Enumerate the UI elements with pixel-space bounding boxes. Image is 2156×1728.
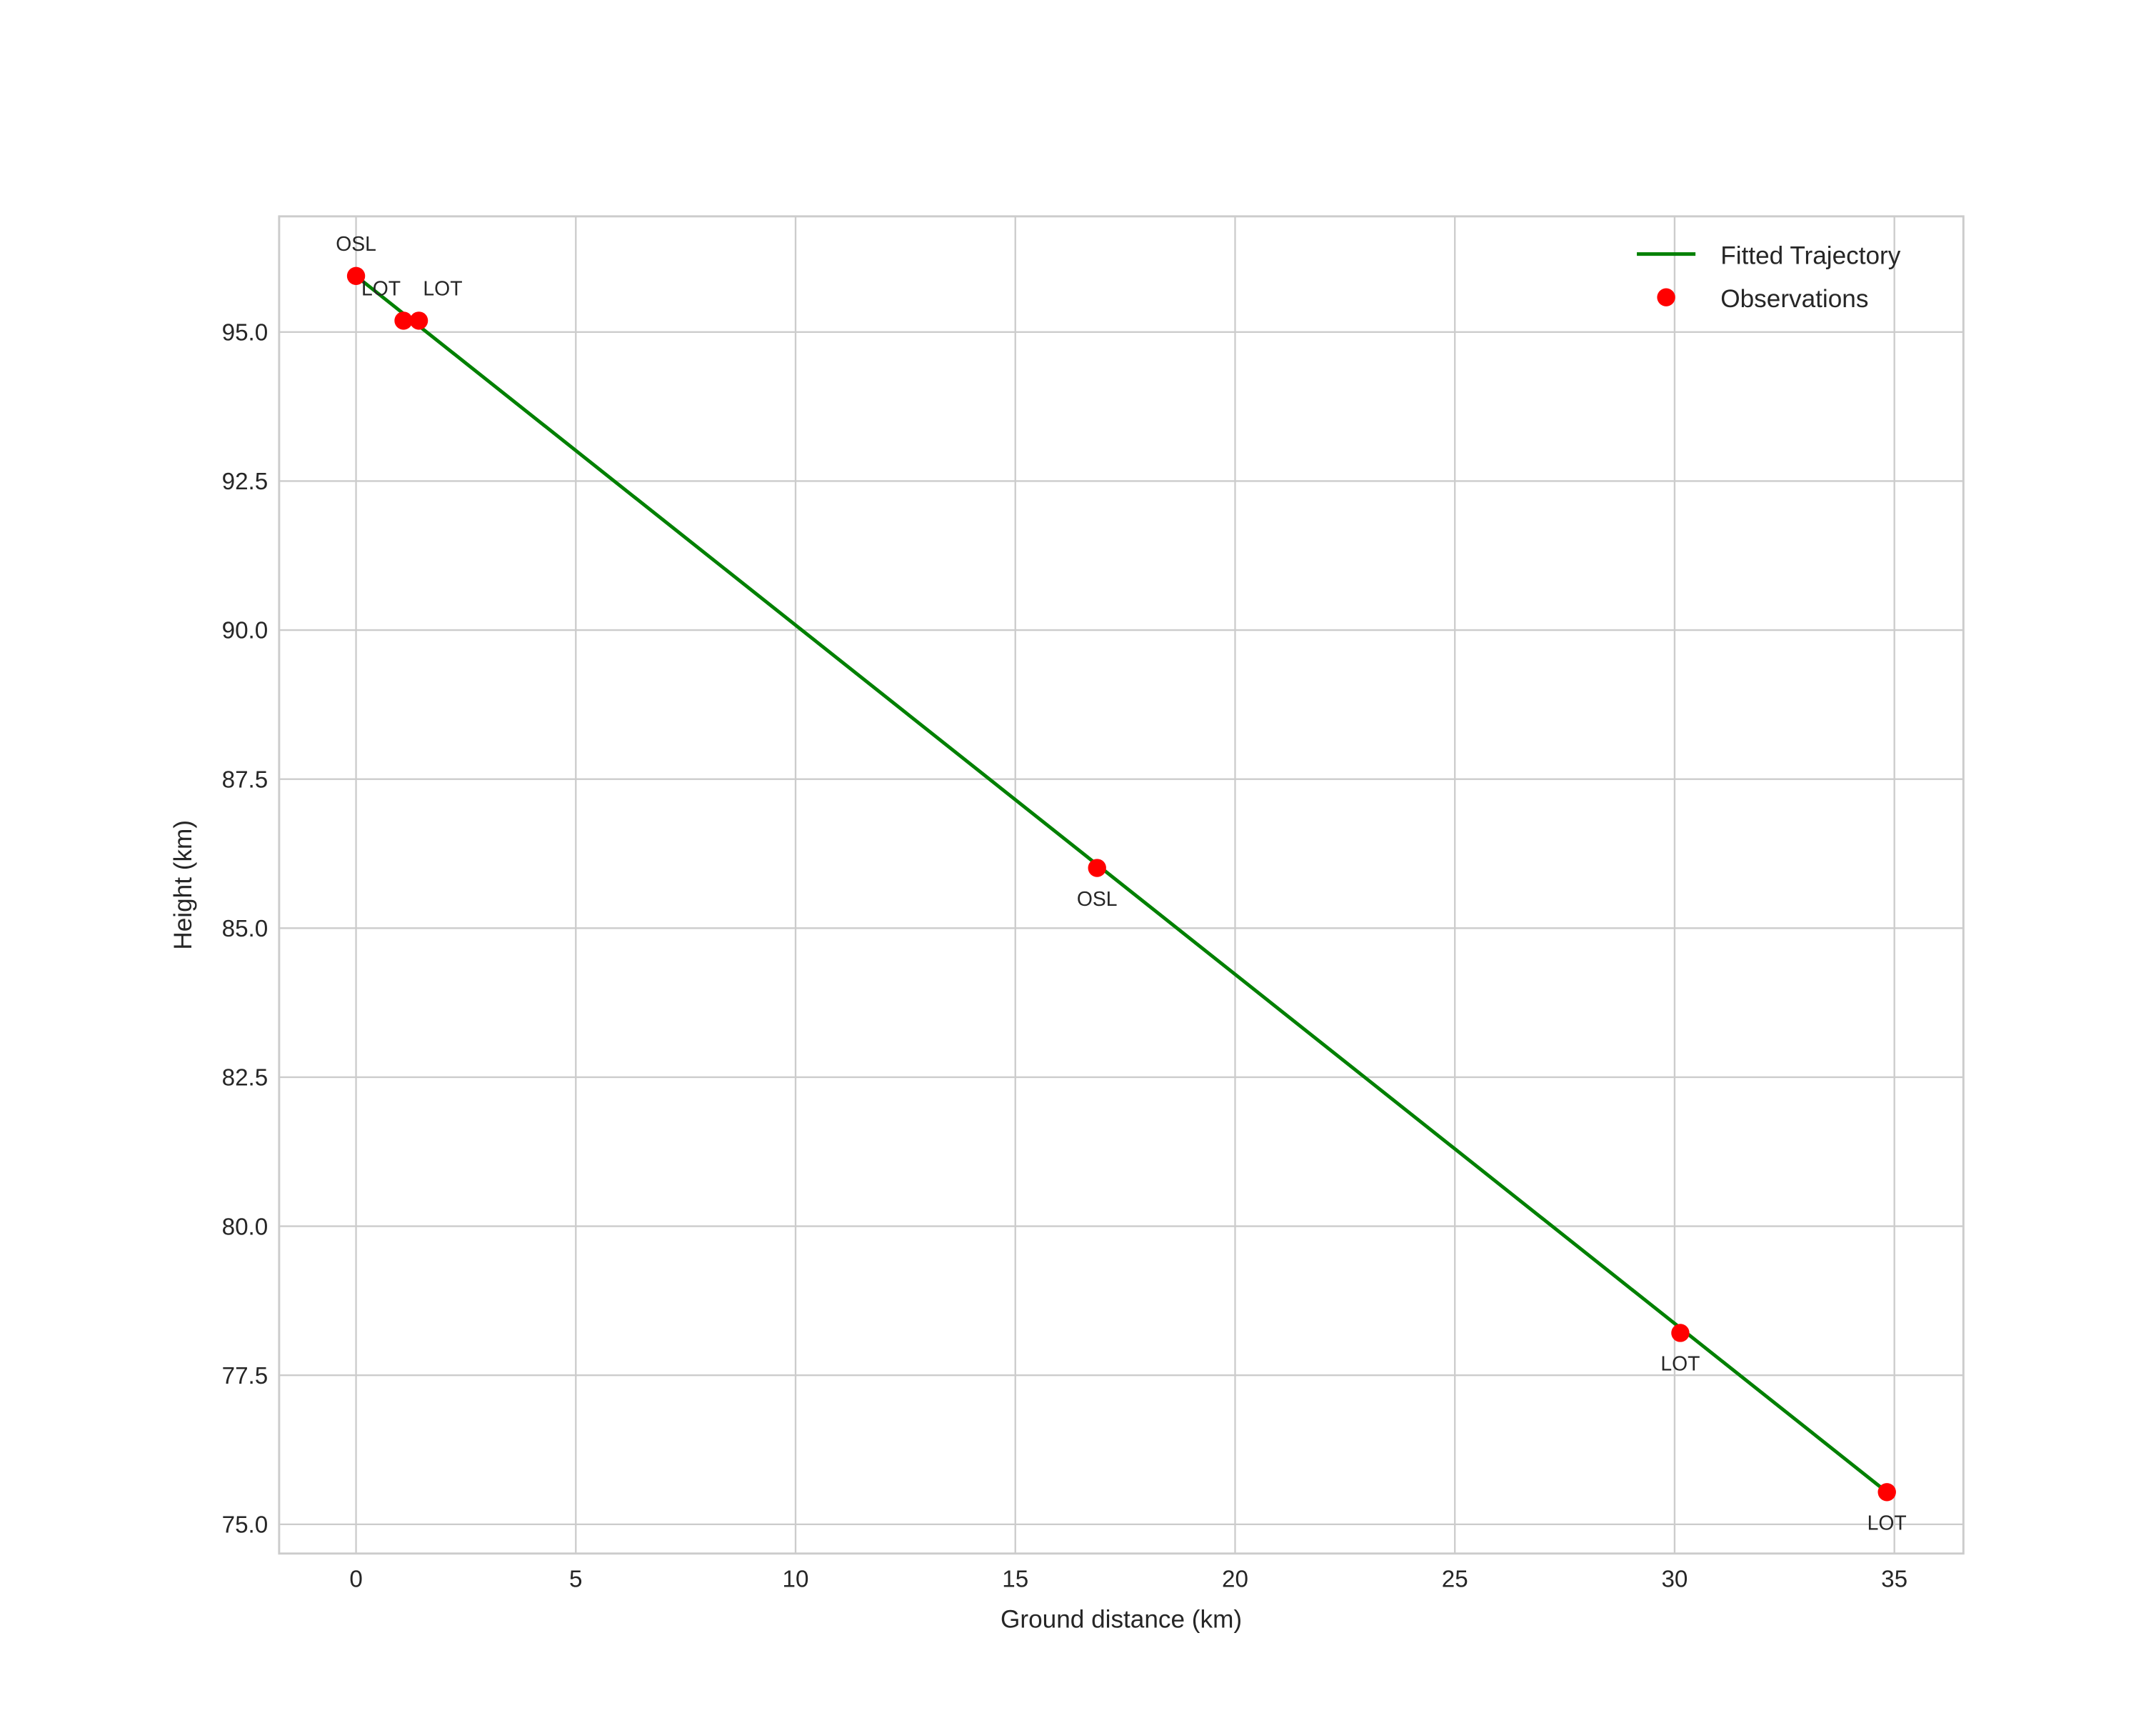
- legend-label-observations: Observations: [1720, 285, 1868, 313]
- x-tick-label: 10: [783, 1567, 809, 1593]
- observation-station-label: LOT: [423, 278, 462, 301]
- legend-label-fitted-trajectory: Fitted Trajectory: [1720, 241, 1900, 269]
- observation-point: [394, 311, 413, 330]
- y-tick-label: 77.5: [222, 1363, 269, 1389]
- observation-station-label: LOT: [361, 278, 401, 301]
- y-tick-label: 80.0: [222, 1214, 269, 1240]
- axes-frame: [278, 215, 1965, 1555]
- x-axis-label: Ground distance (km): [1001, 1605, 1242, 1633]
- x-tick-label: 30: [1661, 1567, 1688, 1593]
- y-tick-label: 82.5: [222, 1065, 269, 1092]
- y-tick-label: 85.0: [222, 916, 269, 942]
- observation-station-label: OSL: [336, 233, 376, 256]
- fitted-trajectory-line: [355, 274, 1888, 1494]
- y-tick-label: 87.5: [222, 766, 269, 793]
- series-layer: OSL LOT LOT OSL LOT LOT: [336, 233, 1907, 1534]
- x-tick-label: 15: [1002, 1567, 1028, 1593]
- tick-labels: 0 5 10 15 20 25 30 35 75.0 77.5 80.0 82.5 85.0 87.5 90…: [222, 319, 1908, 1592]
- legend-marker-swatch: [1657, 288, 1675, 306]
- y-axis-label: Height (km): [169, 820, 197, 950]
- observation-station-label: LOT: [1660, 1353, 1700, 1376]
- y-tick-label: 92.5: [222, 469, 269, 495]
- observation-station-label: OSL: [1077, 888, 1118, 911]
- observation-point: [1671, 1324, 1690, 1342]
- y-tick-label: 95.0: [222, 319, 269, 346]
- x-tick-label: 35: [1881, 1567, 1907, 1593]
- grid: [279, 216, 1964, 1554]
- observation-station-label: LOT: [1867, 1512, 1907, 1535]
- x-tick-label: 0: [349, 1567, 362, 1593]
- observation-point: [346, 266, 366, 286]
- observation-point: [1088, 859, 1106, 877]
- observation-point: [409, 311, 428, 330]
- y-tick-label: 75.0: [222, 1512, 269, 1539]
- observation-point: [1877, 1483, 1896, 1502]
- x-tick-label: 25: [1442, 1567, 1468, 1593]
- y-tick-label: 90.0: [222, 618, 269, 644]
- x-tick-label: 20: [1222, 1567, 1248, 1593]
- x-tick-label: 5: [569, 1567, 582, 1593]
- legend: Fitted Trajectory Observations: [1637, 241, 1901, 313]
